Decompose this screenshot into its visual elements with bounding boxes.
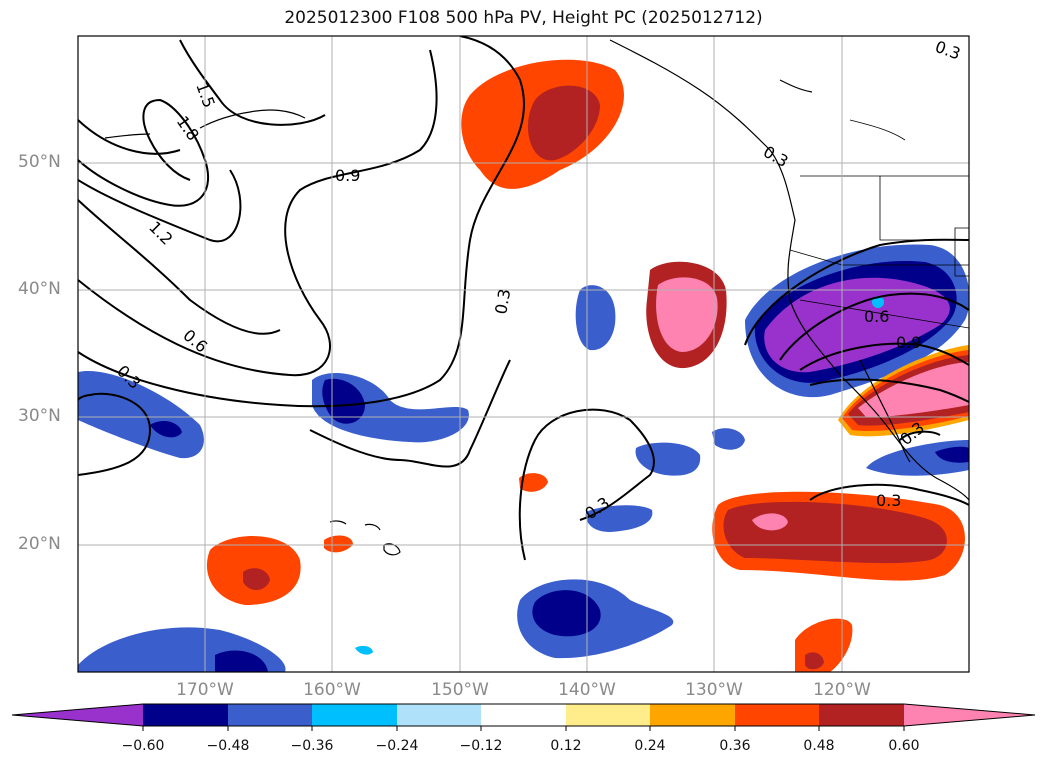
contour-label: 0.9	[335, 166, 360, 185]
map-title: 2025012300 F108 500 hPa PV, Height PC (2…	[284, 8, 763, 28]
colorbar-tick-label: 0.48	[803, 738, 835, 754]
colorbar-segment	[566, 704, 650, 726]
colorbar-tick-label: −0.12	[459, 738, 503, 754]
colorbar-segment	[228, 704, 312, 726]
graticule	[78, 36, 969, 672]
contour-label: 0.9	[896, 333, 921, 352]
pv-positive-anomaly-alaska	[461, 59, 624, 189]
colorbar	[11, 703, 1036, 731]
colorbar-segment	[481, 704, 566, 726]
colorbar-segment	[397, 704, 481, 726]
colorbar-tick-label: −0.60	[121, 738, 165, 754]
pv-positive-anomaly-small	[206, 473, 853, 672]
pv-positive-anomaly-130w	[646, 261, 727, 369]
longitude-label: 170°W	[176, 680, 234, 700]
colorbar-segment	[312, 704, 397, 726]
contour-label: 0.3	[933, 37, 963, 64]
contour-label: 0.6	[179, 326, 211, 357]
longitude-label: 150°W	[431, 680, 489, 700]
colorbar-segment	[650, 704, 735, 726]
longitude-label: 130°W	[685, 680, 743, 700]
contour-label: 0.6	[864, 307, 889, 326]
pv-negative-anomaly-175w	[78, 370, 204, 459]
longitude-label: 140°W	[558, 680, 616, 700]
colorbar-tick-label: 0.24	[634, 738, 666, 754]
colorbar-tick-label: −0.48	[206, 738, 250, 754]
pv-negative-anomaly-mexico	[866, 440, 969, 476]
longitude-label: 160°W	[303, 680, 361, 700]
latitude-label: 50°N	[18, 152, 61, 172]
latitude-label: 40°N	[18, 279, 61, 299]
pv-negative-anomaly-south	[78, 579, 674, 672]
contour-label: 1.8	[173, 112, 203, 144]
contour-label: 0.3	[760, 142, 792, 171]
colorbar-tick-label: 0.12	[550, 738, 582, 754]
contour-label: 1.5	[192, 80, 219, 110]
latitude-label: 20°N	[18, 534, 61, 554]
height-contours	[78, 36, 969, 561]
map-frame	[77, 35, 970, 673]
colorbar-extend-low	[12, 704, 143, 726]
latitude-label: 30°N	[18, 406, 61, 426]
pv-negative-anomaly-160w	[312, 372, 469, 443]
contour-label: 0.3	[876, 491, 901, 510]
colorbar-segment	[735, 704, 819, 726]
colorbar-tick-label: 0.60	[888, 738, 920, 754]
longitude-label: 120°W	[813, 680, 871, 700]
colorbar-segment	[143, 704, 228, 726]
contour-label: 1.2	[145, 217, 176, 248]
colorbar-extend-high	[904, 704, 1035, 726]
pv-positive-anomaly-subtropical	[712, 491, 965, 581]
contour-label: 0.3	[491, 287, 514, 315]
colorbar-tick-label: −0.36	[290, 738, 334, 754]
colorbar-segment	[819, 704, 904, 726]
colorbar-tick-label: −0.24	[375, 738, 419, 754]
colorbar-tick-label: 0.36	[719, 738, 751, 754]
